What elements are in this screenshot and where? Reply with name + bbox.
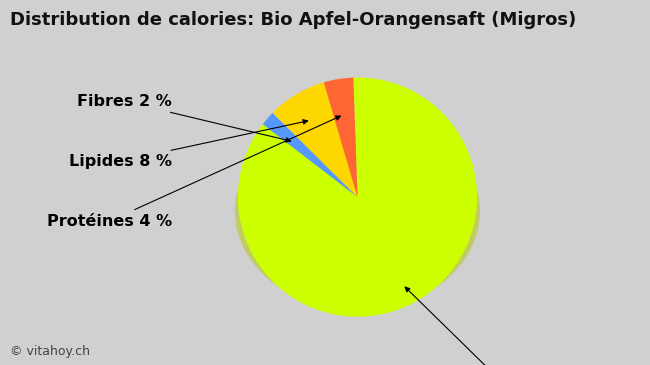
Wedge shape bbox=[272, 82, 358, 197]
Wedge shape bbox=[324, 78, 358, 197]
Wedge shape bbox=[263, 113, 358, 197]
Text: Protéines 4 %: Protéines 4 % bbox=[47, 116, 341, 228]
Text: Lipides 8 %: Lipides 8 % bbox=[69, 120, 307, 169]
Text: Distribution de calories: Bio Apfel-Orangensaft (Migros): Distribution de calories: Bio Apfel-Oran… bbox=[10, 11, 576, 29]
Text: Glucides 86 %: Glucides 86 % bbox=[405, 287, 650, 365]
Wedge shape bbox=[238, 77, 477, 317]
Text: © vitahoy.ch: © vitahoy.ch bbox=[10, 345, 90, 358]
Ellipse shape bbox=[235, 113, 480, 310]
Text: Fibres 2 %: Fibres 2 % bbox=[77, 94, 291, 142]
